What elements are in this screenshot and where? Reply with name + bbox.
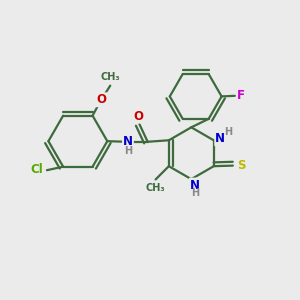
Text: CH₃: CH₃	[101, 72, 120, 82]
Text: O: O	[96, 93, 106, 106]
Text: Cl: Cl	[30, 163, 43, 176]
Text: F: F	[237, 89, 245, 102]
Text: N: N	[190, 178, 200, 191]
Text: H: H	[124, 146, 132, 156]
Text: H: H	[191, 188, 199, 198]
Text: O: O	[133, 110, 143, 123]
Text: N: N	[123, 135, 133, 148]
Text: N: N	[215, 132, 225, 145]
Text: H: H	[224, 127, 232, 137]
Text: S: S	[237, 159, 245, 172]
Text: CH₃: CH₃	[146, 183, 165, 193]
